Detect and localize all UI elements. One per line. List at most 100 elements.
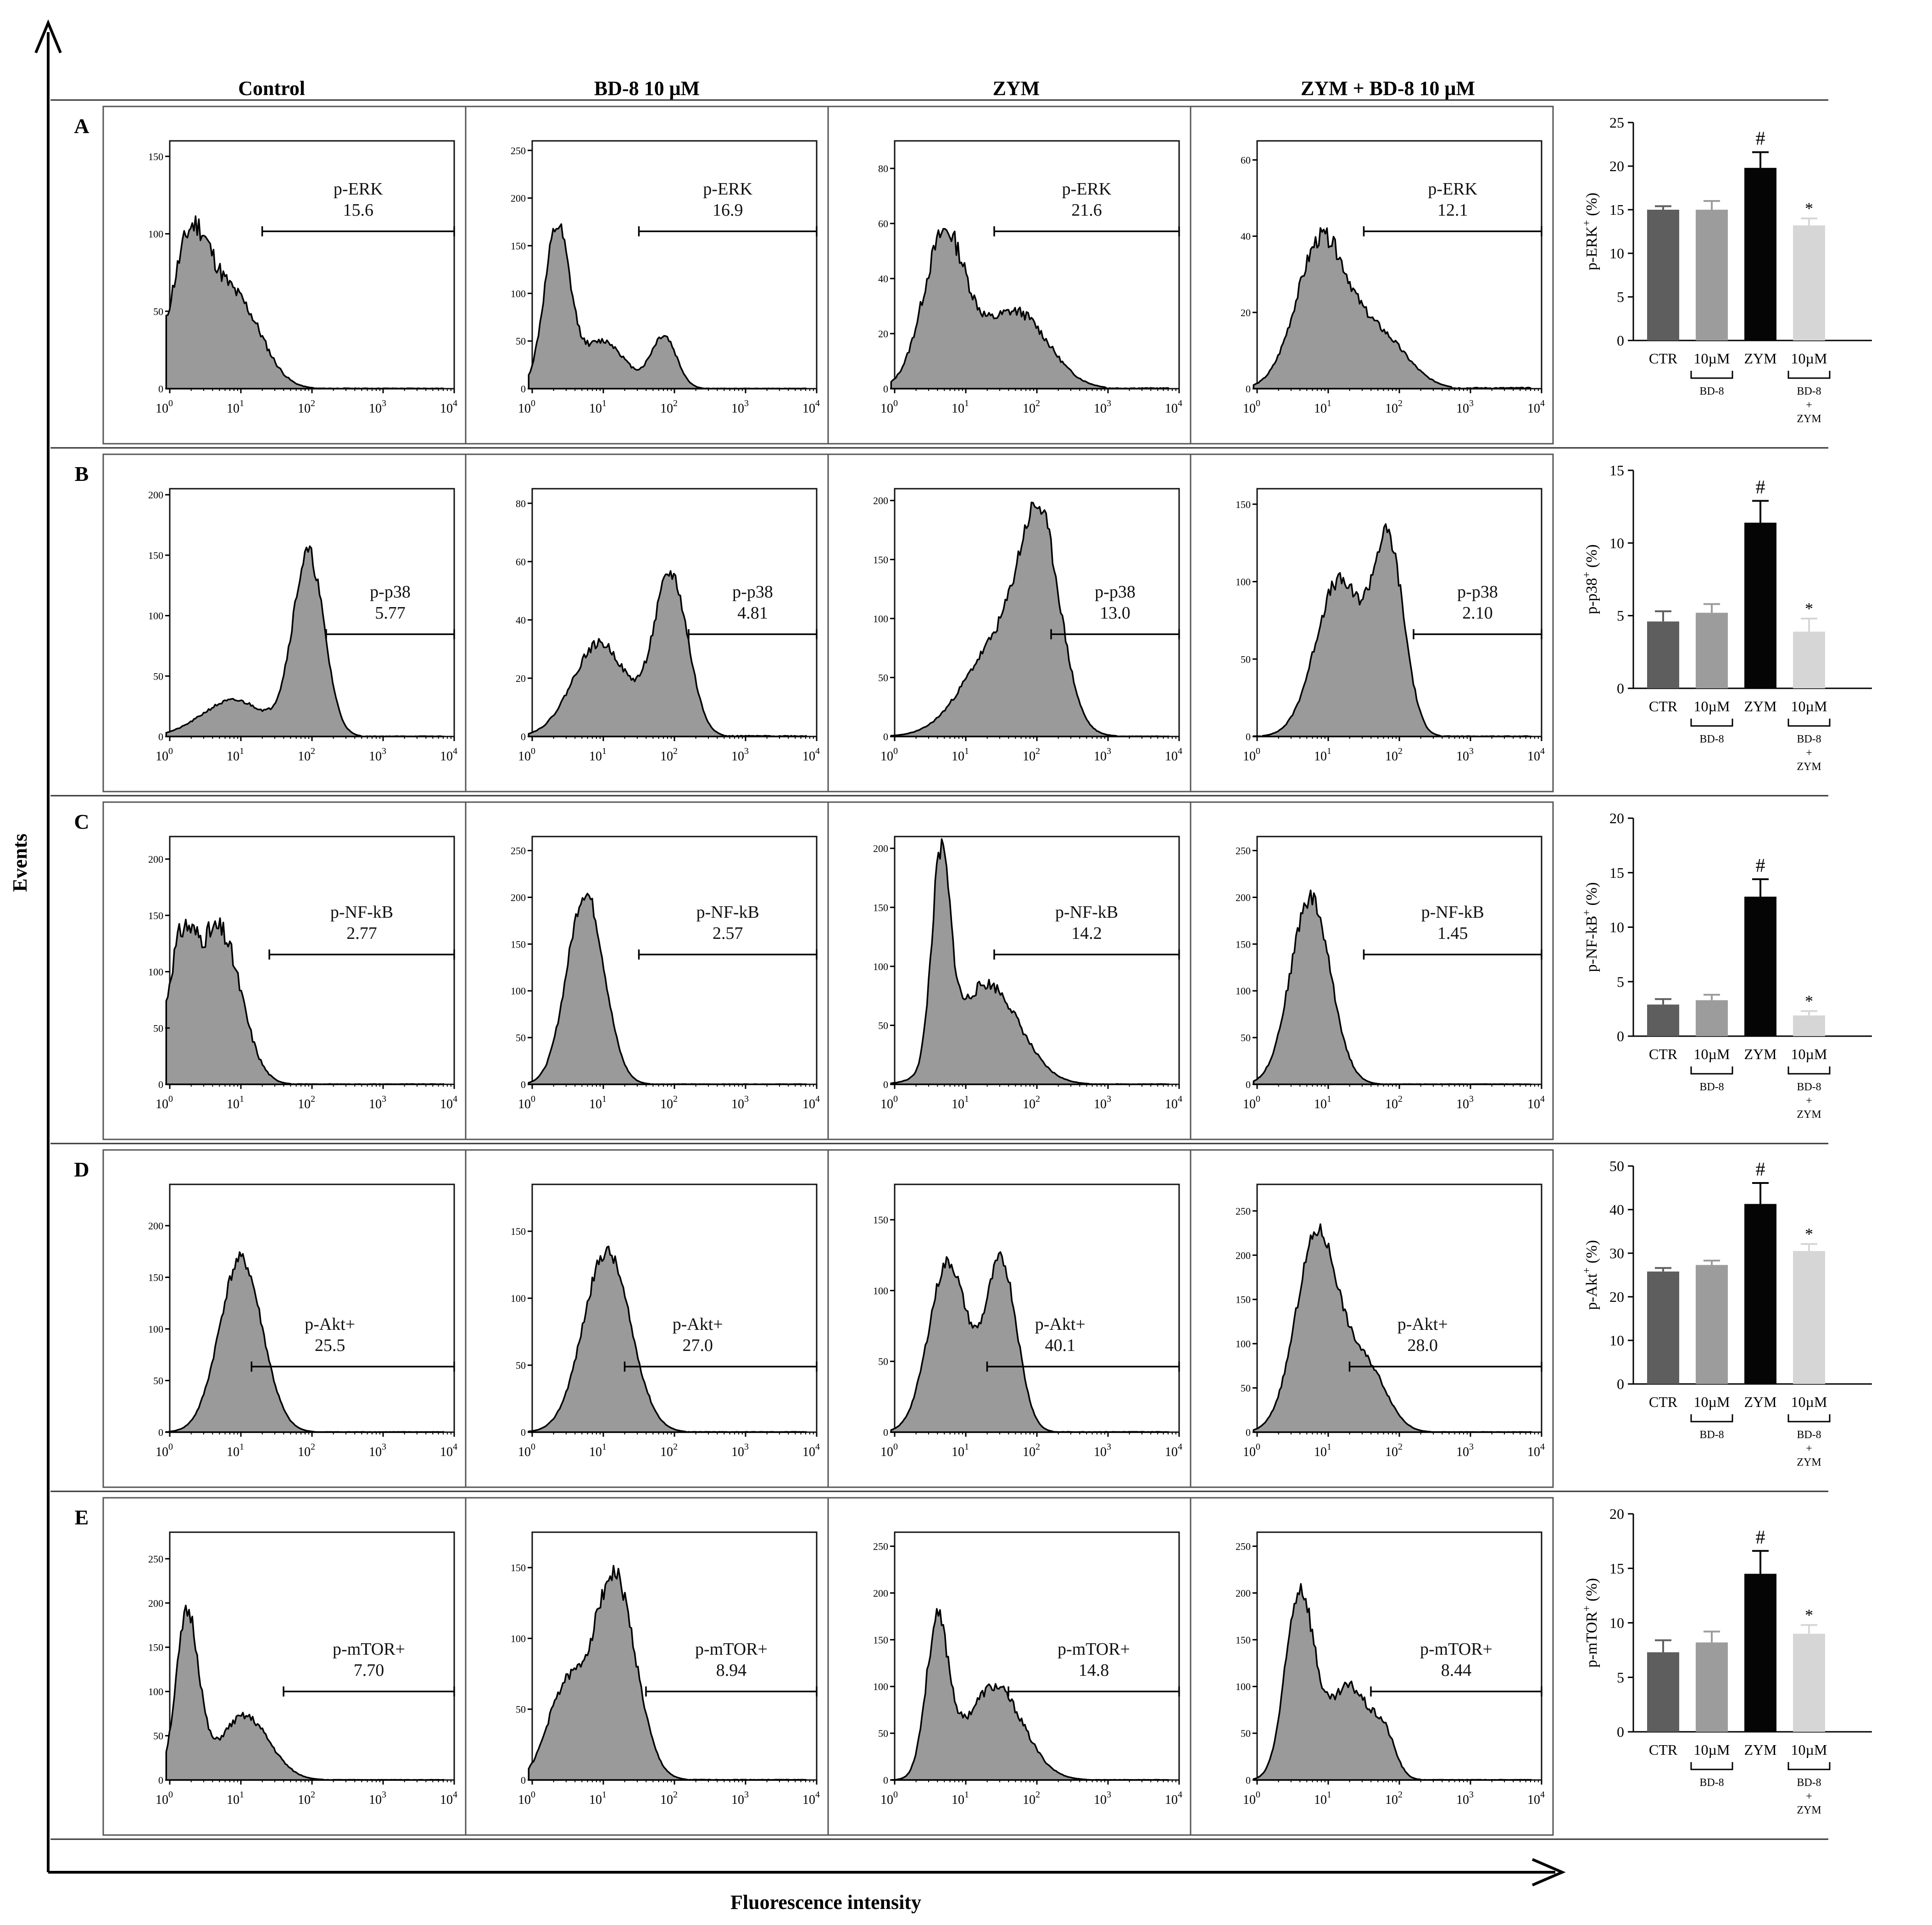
group-bracket <box>1787 719 1831 727</box>
gate-marker-label: p-Akt+ <box>305 1315 355 1334</box>
y-tick-label: 80 <box>878 163 888 174</box>
gate-percent-value: 21.6 <box>1071 201 1102 220</box>
y-tick-label: 50 <box>516 335 526 347</box>
y-tick-label: 200 <box>1236 1250 1251 1261</box>
x-tick-label: 100 <box>1243 1790 1260 1807</box>
x-tick-label: 100 <box>156 1442 173 1459</box>
x-tick-label: 100 <box>518 1094 535 1111</box>
histogram-distribution <box>890 502 1169 737</box>
x-tick-label: 101 <box>227 746 244 764</box>
bar-chart: 0 10 20 30 40 50 p-Akt+ (%) CTR 10µM # ZYM * 10µM BD-… <box>1581 1158 1872 1468</box>
x-tick-label: 102 <box>1385 1094 1403 1111</box>
histogram-panel: 0 50 100 150 200 100 101 102 103 104 p-Akt+ 25.5 <box>102 1149 467 1488</box>
x-tick-label: 100 <box>518 398 535 416</box>
bar-y-tick-label: 0 <box>1617 680 1624 697</box>
significance-mark: # <box>1756 855 1765 876</box>
significance-mark: # <box>1756 477 1765 498</box>
y-tick-label: 50 <box>878 1020 888 1031</box>
y-tick-label: 200 <box>148 1597 163 1609</box>
x-tick-label: 104 <box>802 1790 820 1807</box>
x-tick-label: 103 <box>1094 1442 1111 1459</box>
y-tick-label: 0 <box>158 731 163 742</box>
y-tick-label: 150 <box>148 151 163 162</box>
bar-y-tick-label: 20 <box>1609 810 1624 826</box>
bar-category-label: ZYM <box>1744 1741 1776 1758</box>
y-tick-label: 100 <box>148 1323 163 1335</box>
x-tick-label: 102 <box>298 1094 315 1111</box>
x-tick-label: 103 <box>1456 746 1474 764</box>
x-tick-label: 101 <box>952 1790 969 1807</box>
y-tick-label: 50 <box>878 1728 888 1739</box>
bar-category-label: 10µM <box>1694 1394 1730 1410</box>
bar-y-axis-label: p-ERK+ (%) <box>1581 193 1600 270</box>
y-tick-label: 150 <box>148 910 163 921</box>
y-tick-label: 250 <box>511 845 526 857</box>
panel-frame <box>465 106 829 445</box>
group-label-combo-plus: + <box>1806 747 1812 759</box>
y-tick-label: 0 <box>883 1079 888 1090</box>
x-tick-label: 100 <box>156 1790 173 1807</box>
y-tick-label: 250 <box>511 145 526 156</box>
gate-percent-value: 14.8 <box>1079 1661 1109 1680</box>
bar <box>1744 897 1776 1036</box>
y-tick-label: 60 <box>878 218 888 229</box>
significance-mark: * <box>1805 199 1813 218</box>
x-tick-label: 102 <box>1023 398 1040 416</box>
group-label-combo-plus: + <box>1806 1443 1812 1455</box>
y-tick-label: 50 <box>516 1704 526 1715</box>
panel-frame <box>102 1497 467 1836</box>
x-tick-label: 104 <box>1527 1094 1545 1111</box>
y-tick-label: 0 <box>521 1079 526 1090</box>
x-tick-label: 100 <box>518 1442 535 1459</box>
y-tick-label: 0 <box>883 1427 888 1438</box>
y-tick-label: 0 <box>521 1427 526 1438</box>
x-tick-label: 100 <box>518 746 535 764</box>
x-tick-label: 102 <box>298 1790 315 1807</box>
x-tick-label: 101 <box>952 398 969 416</box>
x-tick-label: 101 <box>589 398 607 416</box>
histogram-distribution <box>890 1251 1169 1433</box>
gate-marker-label: p-mTOR+ <box>333 1640 405 1659</box>
y-tick-label: 0 <box>521 383 526 395</box>
y-tick-label: 100 <box>148 1686 163 1697</box>
group-label-combo: BD-8 <box>1797 1777 1821 1789</box>
bar-y-tick-label: 40 <box>1609 1201 1624 1218</box>
x-tick-label: 104 <box>802 746 820 764</box>
histogram-panel: 0 20 40 60 100 101 102 103 104 p-ERK 12.1 <box>1190 106 1554 445</box>
x-tick-label: 104 <box>802 398 820 416</box>
bar-y-axis-label: p-Akt+ (%) <box>1581 1240 1600 1310</box>
x-tick-label: 104 <box>1527 746 1545 764</box>
bar <box>1696 1642 1728 1732</box>
histogram-distribution <box>165 545 445 737</box>
bar-y-tick-label: 10 <box>1609 1615 1624 1631</box>
y-tick-label: 150 <box>148 550 163 561</box>
y-tick-label: 150 <box>511 1562 526 1573</box>
gate-marker-label: p-p38 <box>370 582 411 602</box>
histogram-panel: 0 20 40 60 80 100 101 102 103 104 p-ERK 21.6 <box>827 106 1191 445</box>
histogram-panel: 0 50 100 150 100 101 102 103 104 p-mTOR+ 8.94 <box>465 1497 829 1836</box>
x-tick-label: 102 <box>1385 1790 1403 1807</box>
gate-marker-label: p-mTOR+ <box>1058 1640 1130 1659</box>
significance-mark: # <box>1756 1527 1765 1548</box>
gate-marker-label: p-NF-kB <box>696 903 759 922</box>
row-label: B <box>75 462 89 485</box>
panel-frame <box>1190 1149 1554 1488</box>
y-tick-label: 0 <box>158 1427 163 1438</box>
bar-y-tick-label: 15 <box>1609 1560 1624 1577</box>
y-tick-label: 150 <box>873 902 888 913</box>
group-label-bd8: BD-8 <box>1699 733 1724 745</box>
bar-y-tick-label: 5 <box>1617 289 1624 305</box>
x-tick-label: 104 <box>1165 746 1182 764</box>
y-tick-label: 0 <box>158 383 163 395</box>
bar <box>1696 1265 1728 1384</box>
y-tick-label: 150 <box>148 1642 163 1653</box>
group-bracket <box>1690 1762 1733 1770</box>
x-tick-label: 103 <box>731 746 749 764</box>
y-tick-label: 150 <box>511 240 526 251</box>
x-tick-label: 103 <box>1094 1094 1111 1111</box>
y-tick-label: 50 <box>153 1022 163 1034</box>
